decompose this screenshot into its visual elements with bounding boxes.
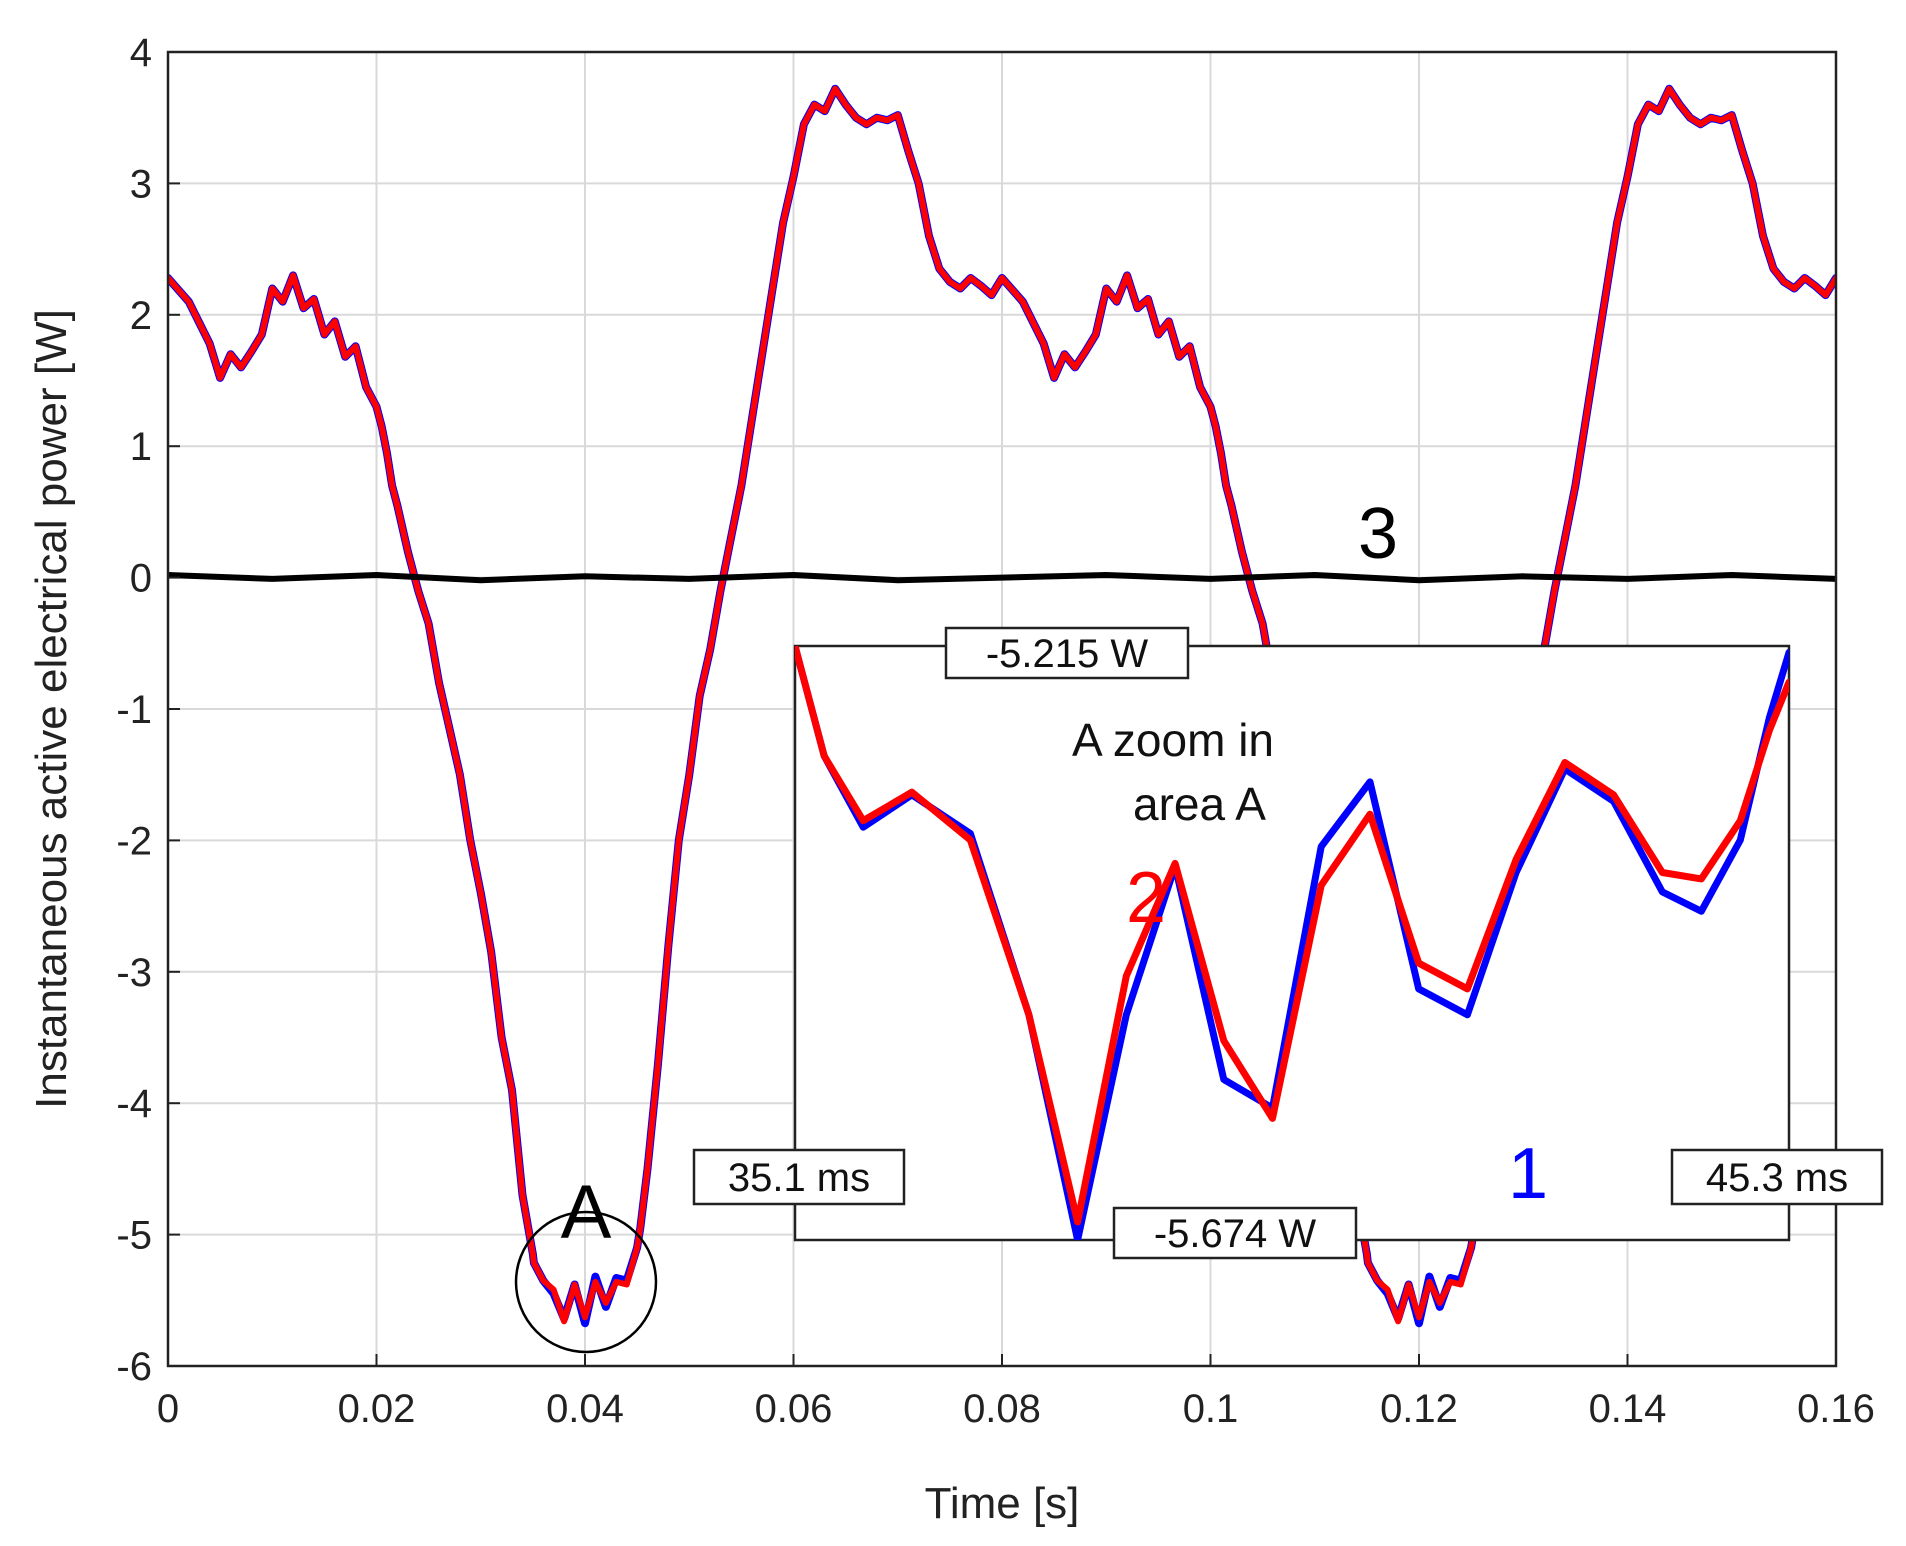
inset-curve-label-1: 1 bbox=[1508, 1134, 1548, 1214]
y-tick-label: 4 bbox=[130, 31, 152, 75]
y-tick-label: 2 bbox=[130, 294, 152, 338]
inset-curve-label-2: 2 bbox=[1126, 858, 1166, 938]
y-tick-label: 0 bbox=[130, 557, 152, 601]
x-tick-label: 0.06 bbox=[755, 1387, 833, 1431]
x-tick-label: 0.12 bbox=[1380, 1387, 1458, 1431]
series-line-2 bbox=[168, 85, 1836, 1325]
y-tick-label: -2 bbox=[116, 819, 152, 863]
inset-start-time-label: 35.1 ms bbox=[728, 1156, 870, 1200]
zoom-circle-group: A bbox=[514, 1170, 658, 1354]
zoom-circle-label: A bbox=[561, 1170, 612, 1255]
x-tick-label: 0.1 bbox=[1183, 1387, 1239, 1431]
y-tick-label: -1 bbox=[116, 688, 152, 732]
tick-labels: 0 0.02 0.04 0.06 0.08 0.1 0.12 0.14 0.16 -6 -5 -4 -3… bbox=[116, 31, 1875, 1431]
inset-bottom-value-label: -5.674 W bbox=[1154, 1212, 1317, 1256]
x-tick-label: 0.16 bbox=[1797, 1387, 1875, 1431]
inset-bottom-value-box: -5.674 W bbox=[1112, 1206, 1358, 1260]
inset-series-group bbox=[795, 646, 1789, 1240]
inset-title-line-2: area A bbox=[1133, 778, 1266, 830]
inset-frame bbox=[793, 644, 1791, 1242]
y-tick-label: 1 bbox=[130, 425, 152, 469]
inset-title-line-1: A zoom in bbox=[1072, 714, 1274, 766]
inset-series-line-2 bbox=[795, 646, 1789, 1226]
inset-top-value-label: -5.215 W bbox=[986, 632, 1149, 676]
inset-panel: A zoom in area A 2 1 -5.215 W -5.674 W 3… bbox=[692, 626, 1884, 1260]
x-tick-label: 0.02 bbox=[338, 1387, 416, 1431]
inset-top-value-box: -5.215 W bbox=[944, 626, 1190, 680]
x-tick-label: 0.08 bbox=[963, 1387, 1041, 1431]
series-group bbox=[168, 84, 1836, 1328]
inset-end-time-label: 45.3 ms bbox=[1706, 1156, 1848, 1200]
y-tick-label: -4 bbox=[116, 1082, 152, 1126]
y-tick-label: -6 bbox=[116, 1345, 152, 1389]
y-tick-label: 3 bbox=[130, 162, 152, 206]
inset-end-time-box-frame bbox=[1670, 1148, 1884, 1206]
series-line-3 bbox=[168, 572, 1836, 584]
curve-label-3: 3 bbox=[1358, 494, 1398, 574]
inset-bottom-value-box-frame bbox=[1112, 1206, 1358, 1260]
x-axis-title: Time [s] bbox=[925, 1479, 1080, 1528]
x-tick-label: 0 bbox=[157, 1387, 179, 1431]
inset-start-time-box: 35.1 ms bbox=[692, 1148, 906, 1206]
inset-end-time-box: 45.3 ms bbox=[1670, 1148, 1884, 1206]
y-axis-title: Instantaneous active electrical power [W… bbox=[27, 309, 76, 1109]
y-tick-label: -5 bbox=[116, 1214, 152, 1258]
zoom-circle bbox=[514, 1210, 658, 1354]
inset-top-value-box-frame bbox=[944, 626, 1190, 680]
x-tick-label: 0.14 bbox=[1589, 1387, 1667, 1431]
inset-start-time-box-frame bbox=[692, 1148, 906, 1206]
y-tick-label: -3 bbox=[116, 951, 152, 995]
x-tick-label: 0.04 bbox=[546, 1387, 624, 1431]
